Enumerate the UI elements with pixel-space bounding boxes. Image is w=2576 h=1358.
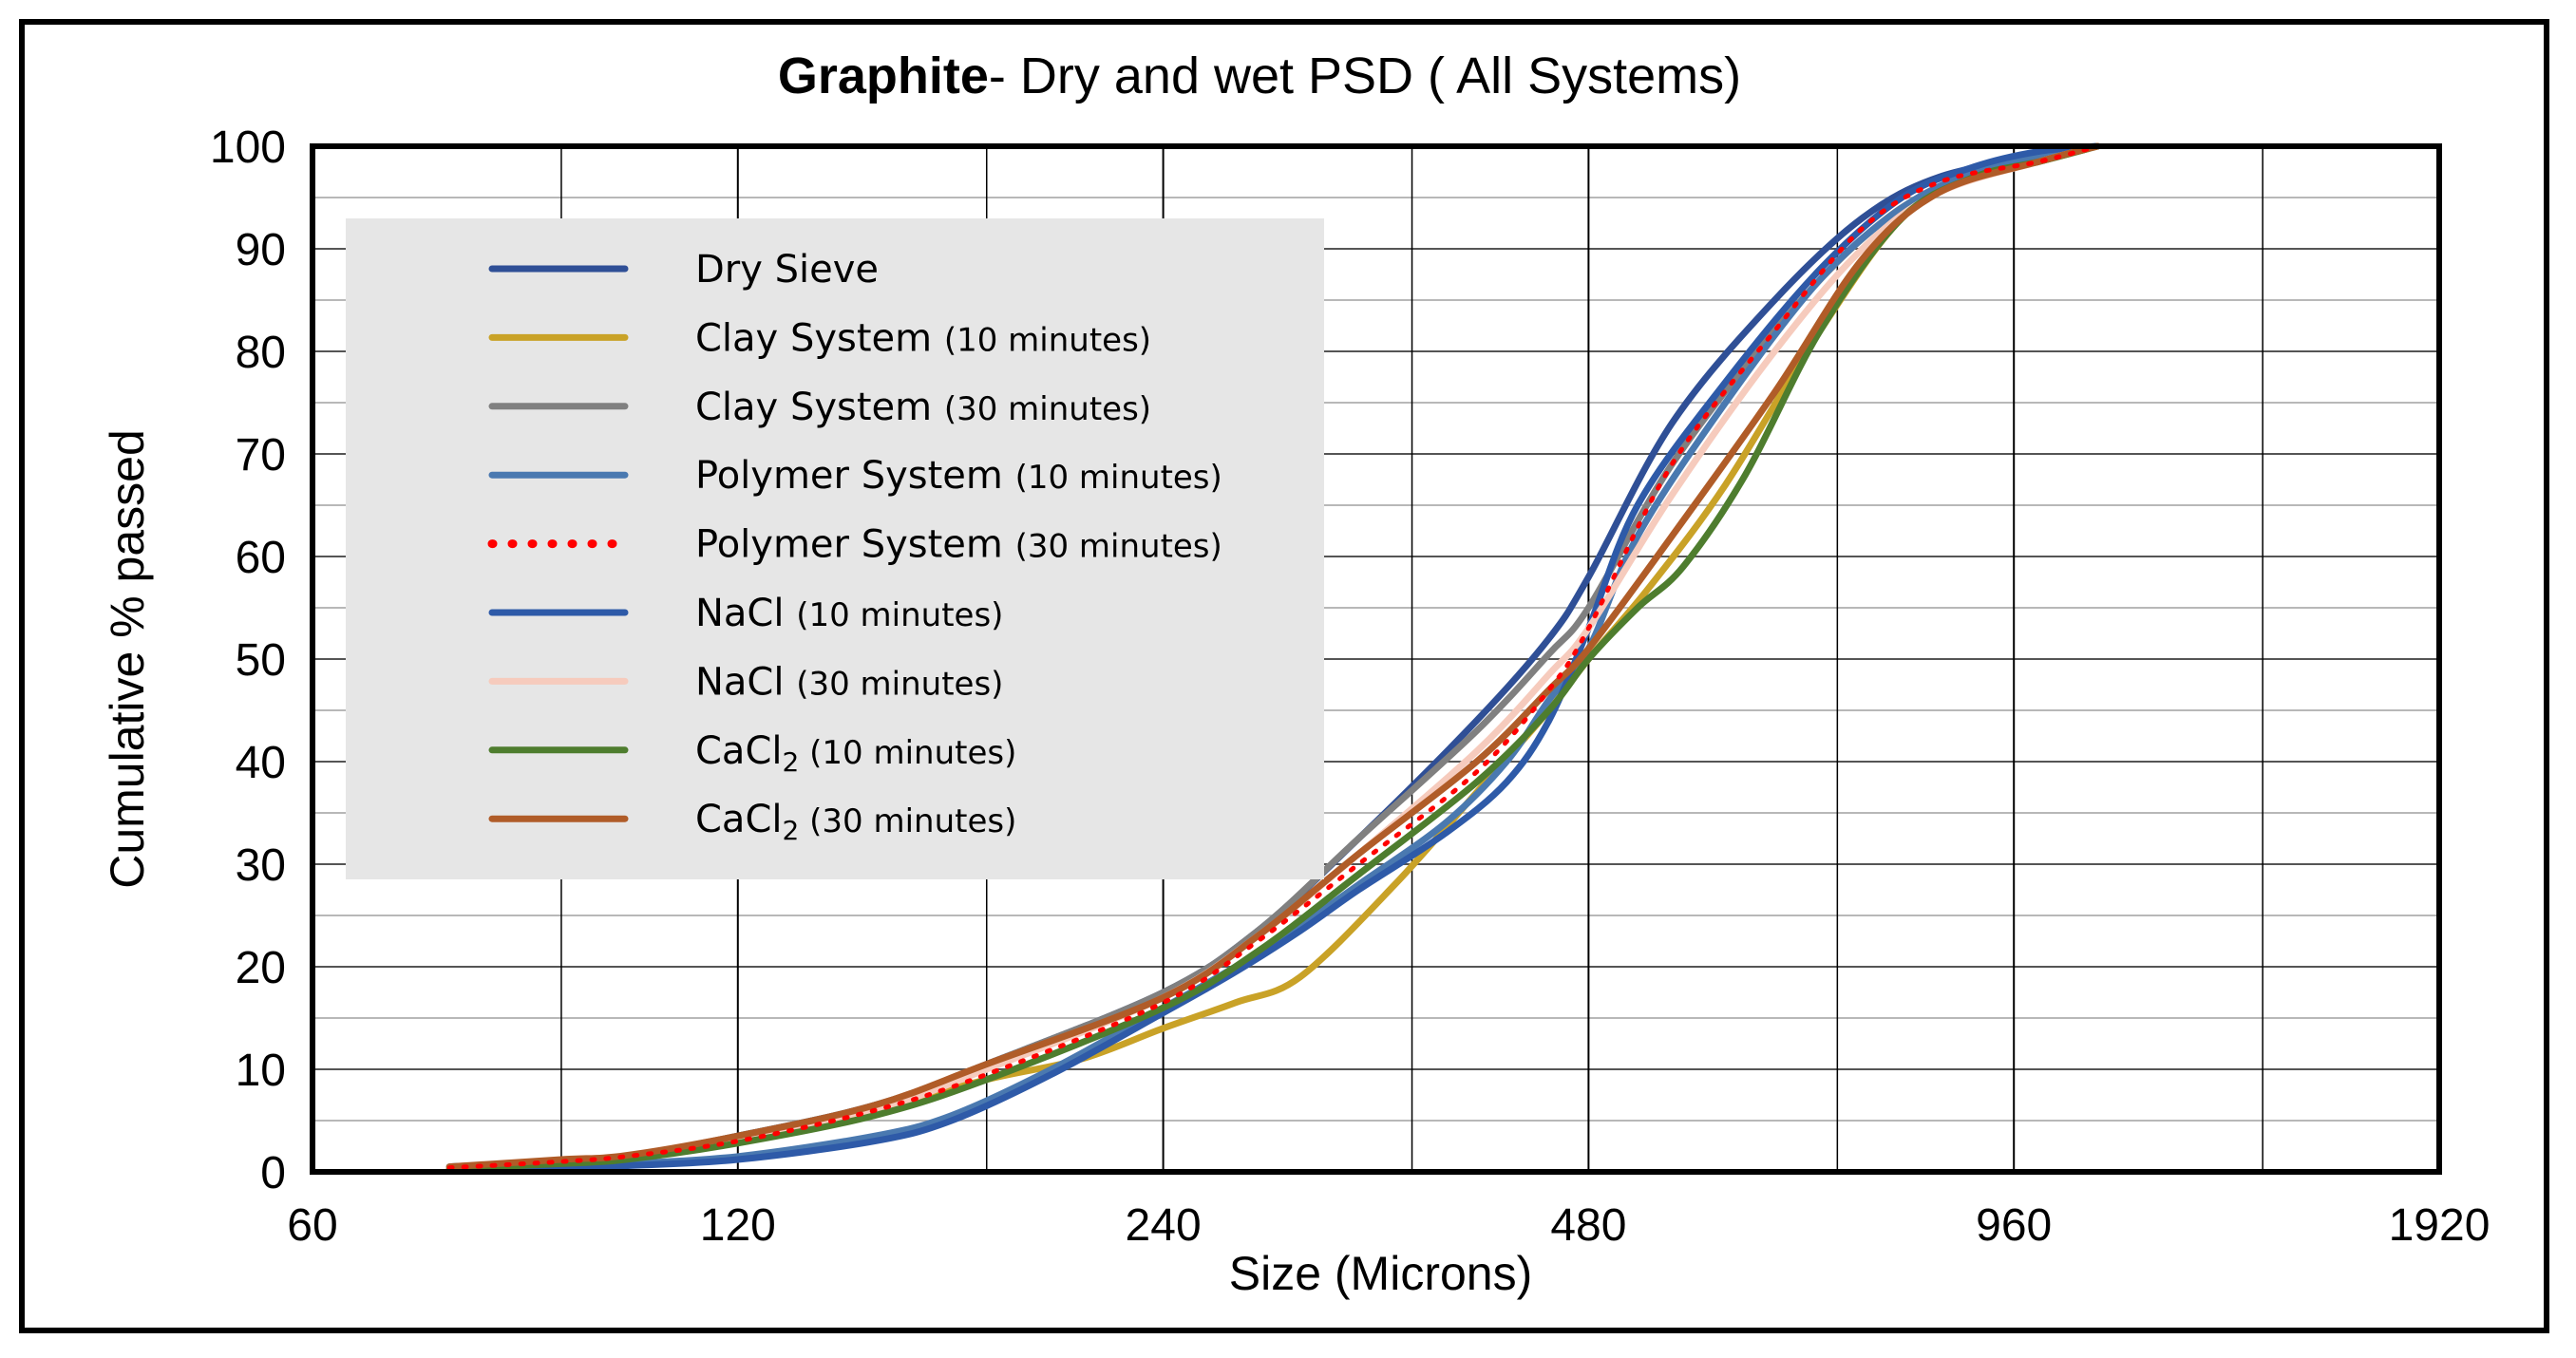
legend-label-main: Polymer System bbox=[695, 454, 1015, 498]
legend-label-suffix: (30 minutes) bbox=[799, 802, 1016, 840]
series-line bbox=[445, 142, 2101, 1174]
legend-label-main: NaCl bbox=[695, 660, 796, 704]
legend-label: Clay System (30 minutes) bbox=[695, 386, 1151, 429]
legend-label-subscript: 2 bbox=[782, 815, 799, 846]
chart-svg: Graphite- Dry and wet PSD ( All Systems)… bbox=[101, 47, 2490, 1300]
y-tick-label: 50 bbox=[236, 635, 286, 686]
legend-label-main: CaCl bbox=[695, 729, 782, 773]
legend-label: Polymer System (30 minutes) bbox=[695, 523, 1222, 567]
y-tick-label: 40 bbox=[236, 738, 286, 788]
x-axis-label: Size (Microns) bbox=[1229, 1247, 1532, 1300]
legend-label-main: Clay System bbox=[695, 386, 944, 429]
legend-label-main: NaCl bbox=[695, 592, 796, 635]
legend-label-suffix: (10 minutes) bbox=[1015, 459, 1222, 497]
y-tick-label: 20 bbox=[236, 943, 286, 993]
legend-label-suffix: (10 minutes) bbox=[944, 321, 1151, 359]
legend-label: NaCl (10 minutes) bbox=[695, 592, 1003, 635]
plot-border bbox=[310, 143, 2442, 1175]
legend-label: Polymer System (10 minutes) bbox=[695, 454, 1222, 498]
y-tick-label: 80 bbox=[236, 328, 286, 378]
series-line bbox=[445, 142, 2101, 1171]
x-tick-label: 120 bbox=[700, 1200, 776, 1251]
legend-label-suffix: (30 minutes) bbox=[796, 665, 1003, 703]
y-tick-label: 70 bbox=[236, 430, 286, 481]
legend-label-suffix: (30 minutes) bbox=[944, 390, 1151, 428]
y-tick-label: 0 bbox=[260, 1148, 286, 1198]
x-tick-label: 960 bbox=[1976, 1200, 2052, 1251]
series-line bbox=[446, 143, 2100, 1171]
x-tick-label: 60 bbox=[287, 1200, 337, 1251]
legend-label: Clay System (10 minutes) bbox=[695, 316, 1151, 360]
legend-label-main: Clay System bbox=[695, 316, 944, 360]
series-layer bbox=[445, 142, 2101, 1174]
legend-label-suffix: (30 minutes) bbox=[1015, 528, 1222, 566]
y-tick-label: 10 bbox=[236, 1046, 286, 1096]
legend-label: Dry Sieve bbox=[695, 248, 879, 292]
chart-title-rest: - Dry and wet PSD ( All Systems) bbox=[989, 47, 1741, 104]
series-line bbox=[445, 142, 2101, 1174]
chart-title: Graphite- Dry and wet PSD ( All Systems) bbox=[778, 47, 1741, 104]
y-tick-label: 30 bbox=[236, 840, 286, 891]
legend-label-main: CaCl bbox=[695, 798, 782, 841]
x-tick-label: 240 bbox=[1126, 1200, 1202, 1251]
y-tick-label: 60 bbox=[236, 533, 286, 583]
chart-frame: Graphite- Dry and wet PSD ( All Systems)… bbox=[19, 19, 2549, 1333]
legend-label-suffix: (10 minutes) bbox=[796, 596, 1003, 634]
chart-title-bold: Graphite bbox=[778, 47, 989, 104]
y-tick-label: 100 bbox=[210, 123, 286, 173]
legend-label-main: Dry Sieve bbox=[695, 248, 879, 292]
legend-label-subscript: 2 bbox=[782, 746, 799, 778]
y-tick-label: 90 bbox=[236, 225, 286, 275]
y-axis-label: Cumulative % passed bbox=[101, 429, 154, 889]
legend-label: NaCl (30 minutes) bbox=[695, 660, 1003, 704]
legend-label: CaCl2 (10 minutes) bbox=[695, 729, 1016, 778]
legend-label-suffix: (10 minutes) bbox=[799, 734, 1016, 772]
legend-box bbox=[346, 218, 1324, 879]
legend-label-main: Polymer System bbox=[695, 523, 1015, 567]
series-line bbox=[445, 142, 2101, 1173]
x-tick-label: 480 bbox=[1550, 1200, 1626, 1251]
tick-layer: 0 10 20 30 40 50 60 70 80 90 100 60 120 240 480 960 1920 bbox=[210, 123, 2490, 1251]
legend-label: CaCl2 (30 minutes) bbox=[695, 798, 1016, 846]
x-tick-label: 1920 bbox=[2389, 1200, 2491, 1251]
